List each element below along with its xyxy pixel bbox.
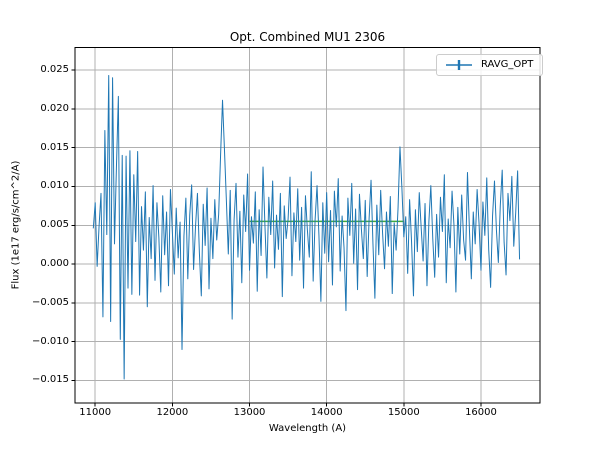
y-axis-label: Flux (1e17 erg/s/cm^2/A) bbox=[10, 160, 22, 290]
y-tick-label: −0.010 bbox=[31, 335, 69, 347]
y-tick-label: 0.015 bbox=[40, 141, 69, 153]
x-tick-label: 16000 bbox=[465, 407, 497, 418]
y-tick-label: 0.010 bbox=[40, 180, 69, 192]
y-tick-label: 0.005 bbox=[40, 219, 69, 231]
y-tick-label: −0.005 bbox=[31, 296, 69, 308]
legend-errorbar-icon bbox=[446, 60, 472, 70]
x-tick-label: 11000 bbox=[79, 407, 112, 418]
legend: RAVG_OPT bbox=[436, 54, 544, 76]
y-tick-label: 0.000 bbox=[40, 258, 69, 270]
x-tick-label: 14000 bbox=[310, 407, 343, 418]
x-tick-label: 13000 bbox=[233, 407, 266, 418]
spectrum-line bbox=[92, 74, 521, 380]
y-tick-label: 0.025 bbox=[40, 64, 69, 75]
y-tick-label: 0.020 bbox=[40, 102, 69, 114]
legend-entry-label: RAVG_OPT bbox=[481, 59, 534, 70]
x-axis-label: Wavelength (A) bbox=[268, 423, 347, 434]
y-tick-label: −0.015 bbox=[31, 374, 69, 386]
x-tick-label: 12000 bbox=[156, 407, 189, 418]
x-tick-label: 15000 bbox=[387, 407, 420, 418]
chart-title: Opt. Combined MU1 2306 bbox=[229, 30, 386, 44]
